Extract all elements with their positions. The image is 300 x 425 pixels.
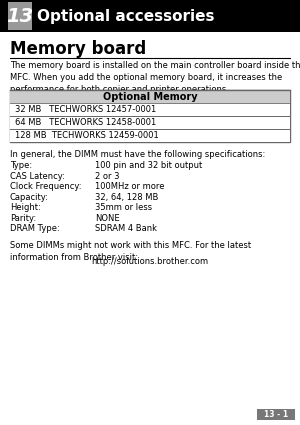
Bar <box>10 116 290 129</box>
Text: SDRAM 4 Bank: SDRAM 4 Bank <box>95 224 157 233</box>
Text: 35mm or less: 35mm or less <box>95 203 152 212</box>
Text: DRAM Type:: DRAM Type: <box>10 224 60 233</box>
Bar <box>10 90 290 142</box>
Text: The memory board is installed on the main controller board inside the
MFC. When : The memory board is installed on the mai… <box>10 61 300 94</box>
Text: Optional Memory: Optional Memory <box>103 91 197 102</box>
Text: Memory board: Memory board <box>10 40 146 58</box>
Text: 32 MB   TECHWORKS 12457-0001: 32 MB TECHWORKS 12457-0001 <box>15 105 156 114</box>
Text: Height:: Height: <box>10 203 41 212</box>
Bar <box>10 103 290 116</box>
Text: CAS Latency:: CAS Latency: <box>10 172 65 181</box>
Text: In general, the DIMM must have the following specifications:: In general, the DIMM must have the follo… <box>10 150 265 159</box>
Bar <box>0 0 300 32</box>
Text: 13: 13 <box>6 6 34 26</box>
Bar <box>10 90 290 103</box>
Text: Clock Frequency:: Clock Frequency: <box>10 182 82 191</box>
Text: 2 or 3: 2 or 3 <box>95 172 119 181</box>
Text: 13 - 1: 13 - 1 <box>264 410 288 419</box>
Text: Type:: Type: <box>10 161 32 170</box>
Bar <box>257 409 295 420</box>
Text: 64 MB   TECHWORKS 12458-0001: 64 MB TECHWORKS 12458-0001 <box>15 118 156 127</box>
Text: Some DIMMs might not work with this MFC. For the latest
information from Brother: Some DIMMs might not work with this MFC.… <box>10 241 251 262</box>
Text: Capacity:: Capacity: <box>10 193 49 201</box>
Text: Parity:: Parity: <box>10 213 36 223</box>
Bar <box>10 129 290 142</box>
Text: 100 pin and 32 bit output: 100 pin and 32 bit output <box>95 161 202 170</box>
Text: 100MHz or more: 100MHz or more <box>95 182 164 191</box>
Text: 32, 64, 128 MB: 32, 64, 128 MB <box>95 193 158 201</box>
Text: Optional accessories: Optional accessories <box>37 8 214 23</box>
Text: NONE: NONE <box>95 213 120 223</box>
Text: http://solutions.brother.com: http://solutions.brother.com <box>92 257 208 266</box>
Text: 128 MB  TECHWORKS 12459-0001: 128 MB TECHWORKS 12459-0001 <box>15 131 159 140</box>
Bar <box>8 2 32 30</box>
